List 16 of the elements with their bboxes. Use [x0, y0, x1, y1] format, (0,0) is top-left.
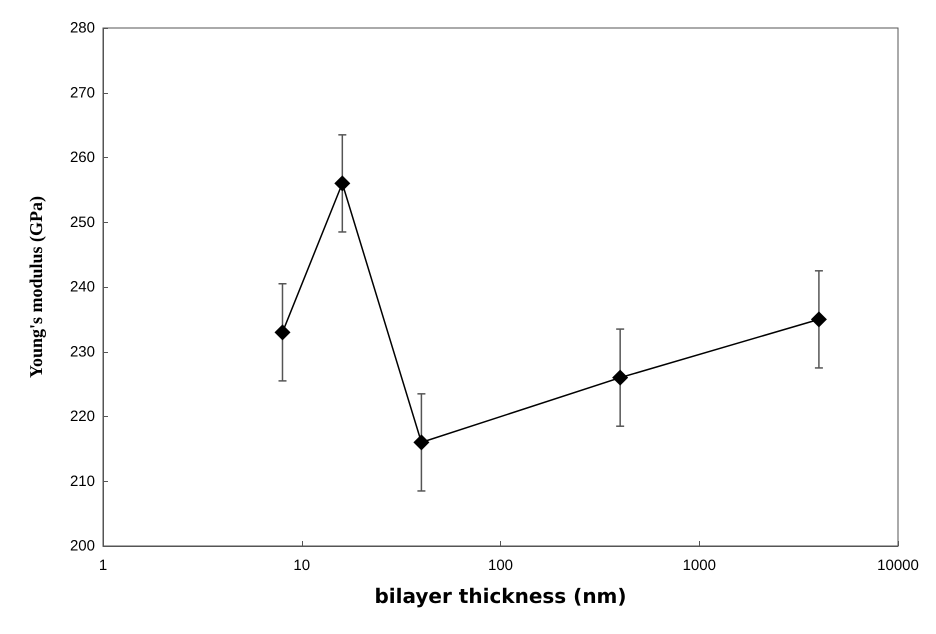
y-tick-label: 220: [70, 408, 95, 425]
x-tick-label: 1000: [682, 557, 716, 574]
x-axis-title: bilayer thickness (nm): [374, 584, 627, 608]
y-tick-label: 200: [70, 538, 95, 554]
x-tick-label: 1: [98, 557, 108, 574]
y-tick-label: 260: [70, 149, 95, 166]
y-tick-label: 250: [70, 214, 95, 231]
y-tick-label: 210: [70, 472, 95, 490]
y-tick-label: 280: [70, 20, 95, 36]
x-tick-label: 10000: [877, 557, 919, 574]
x-tick-label: 10: [293, 557, 310, 574]
y-tick-label: 240: [70, 278, 95, 296]
y-axis-title: Young's modulus (GPa): [26, 196, 46, 378]
x-tick-label: 100: [488, 557, 514, 574]
y-tick-label: 270: [70, 84, 95, 102]
y-tick-label: 230: [70, 343, 95, 360]
